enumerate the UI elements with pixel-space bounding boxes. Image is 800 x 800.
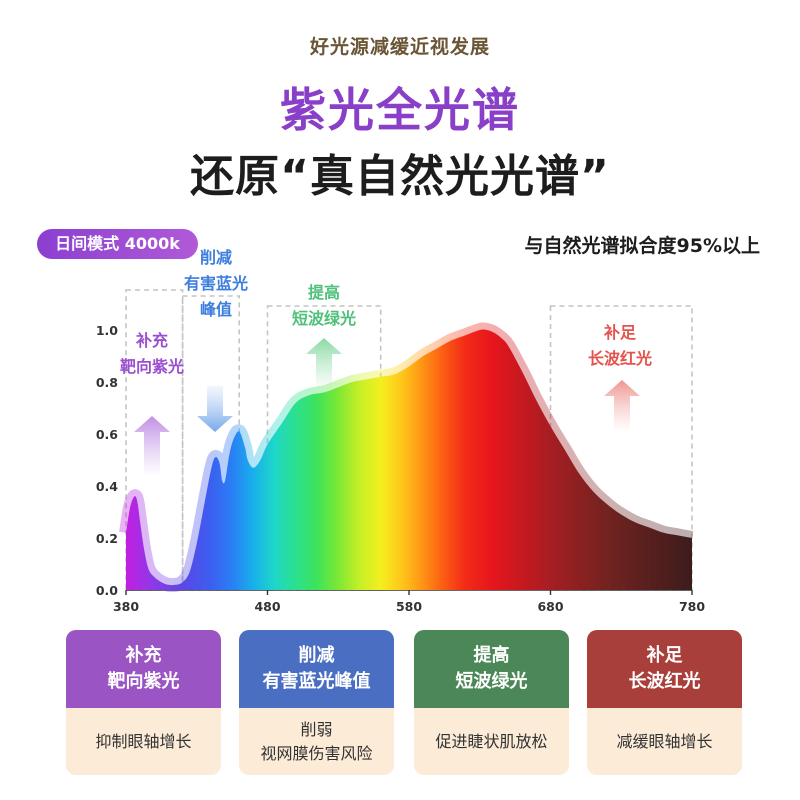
callout-green-label: 短波绿光 xyxy=(292,309,356,328)
callout-blue-label: 有害蓝光 xyxy=(184,274,248,293)
x-tick-label: 480 xyxy=(254,599,280,614)
spectrum-area xyxy=(126,329,692,590)
callout-blue-label: 削减 xyxy=(200,248,232,267)
card-blue: 削减 有害蓝光峰值 削弱 视网膜伤害风险 xyxy=(239,630,394,775)
card-violet-head: 补充 靶向紫光 xyxy=(66,630,221,708)
red-up-arrow-icon xyxy=(604,380,640,432)
spectrum-chart: 0.0 0.2 0.4 0.6 0.8 1.0 380 480 580 680 780 补充靶向紫光… xyxy=(96,248,706,614)
card-red-head: 补足 长波红光 xyxy=(587,630,742,708)
y-tick-label: 0.4 xyxy=(96,479,118,494)
callout-arrows xyxy=(134,338,640,476)
violet-up-arrow-icon xyxy=(134,416,170,476)
card-title-line1: 补充 xyxy=(125,645,162,666)
card-title-line1: 削减 xyxy=(298,645,335,666)
card-title-line2: 短波绿光 xyxy=(455,671,528,692)
y-tick-label: 0.8 xyxy=(96,375,118,390)
chart-axes: 0.0 0.2 0.4 0.6 0.8 1.0 380 480 580 680 780 xyxy=(96,323,706,614)
card-title-line2: 靶向紫光 xyxy=(107,671,180,692)
similarity-text: 与自然光谱拟合度95%以上 xyxy=(524,235,760,257)
subtitle: 好光源减缓近视发展 xyxy=(309,36,490,58)
benefit-cards: 补充 靶向紫光 抑制眼轴增长 削减 有害蓝光峰值 削弱 视网膜伤害风险 提高 短… xyxy=(66,630,742,775)
card-green-body: 促进睫状肌放松 xyxy=(414,708,569,775)
card-violet-body: 抑制眼轴增长 xyxy=(66,708,221,775)
callout-violet-label: 补充 xyxy=(135,331,168,350)
card-green-head: 提高 短波绿光 xyxy=(414,630,569,708)
callout-violet-label: 靶向紫光 xyxy=(120,357,184,376)
card-green: 提高 短波绿光 促进睫状肌放松 xyxy=(414,630,569,775)
y-tick-label: 0.0 xyxy=(96,583,118,598)
card-title-line1: 补足 xyxy=(646,645,683,666)
callout-red-label: 长波红光 xyxy=(588,349,652,368)
callout-blue-label: 峰值 xyxy=(200,300,232,319)
callout-red-label: 补足 xyxy=(603,323,637,342)
card-blue-head: 削减 有害蓝光峰值 xyxy=(239,630,394,708)
card-title-line2: 长波红光 xyxy=(628,671,701,692)
page-title-line2: 还原“真自然光光谱” xyxy=(190,151,610,202)
region-violet xyxy=(125,289,184,591)
card-body-line1: 抑制眼轴增长 xyxy=(95,731,192,751)
x-tick-label: 680 xyxy=(537,599,563,614)
blue-down-arrow-icon xyxy=(197,386,233,432)
y-tick-label: 0.6 xyxy=(96,427,118,442)
card-violet: 补充 靶向紫光 抑制眼轴增长 xyxy=(66,630,221,775)
x-tick-label: 780 xyxy=(679,599,705,614)
green-up-arrow-icon xyxy=(306,338,342,392)
x-tick-label: 380 xyxy=(113,599,139,614)
card-title-line1: 提高 xyxy=(473,645,510,666)
card-red-body: 减缓眼轴增长 xyxy=(587,708,742,775)
card-blue-body: 削弱 视网膜伤害风险 xyxy=(239,708,394,775)
page-title-line1: 紫光全光谱 xyxy=(280,83,520,137)
card-body-line1: 促进睫状肌放松 xyxy=(435,731,548,751)
card-title-line2: 有害蓝光峰值 xyxy=(262,671,371,692)
y-tick-label: 1.0 xyxy=(96,323,118,338)
card-body-line1: 削弱 xyxy=(300,719,333,739)
x-tick-label: 580 xyxy=(396,599,422,614)
card-body-line1: 减缓眼轴增长 xyxy=(616,731,713,751)
y-tick-label: 0.2 xyxy=(96,531,118,546)
mode-badge: 日间模式 4000k xyxy=(37,229,198,259)
card-body-line2: 视网膜伤害风险 xyxy=(260,743,373,763)
callout-green-label: 提高 xyxy=(308,283,340,302)
card-red: 补足 长波红光 减缓眼轴增长 xyxy=(587,630,742,775)
